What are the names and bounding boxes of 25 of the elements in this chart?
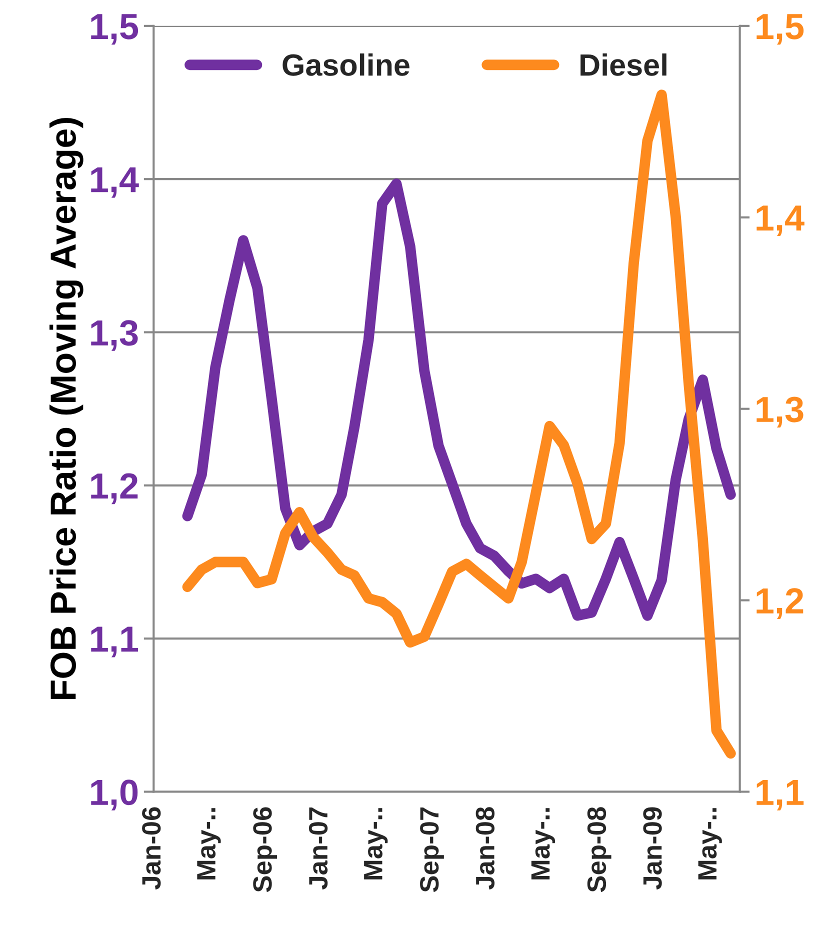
x-tick-label: May-.. xyxy=(364,808,388,880)
y-tick-label: 1,5 xyxy=(91,14,138,45)
x-tick-label: Jan-07 xyxy=(308,807,328,890)
y-tick-label: 1,3 xyxy=(91,320,138,351)
x-tick-label: May-.. xyxy=(531,808,556,880)
y-tick-label: 1,2 xyxy=(91,473,138,504)
x-tick-label: Jan-09 xyxy=(643,807,662,890)
y2-tick-label: 1,2 xyxy=(756,588,804,619)
y2-tick-label: 1,1 xyxy=(756,780,804,810)
legend-label: Diesel xyxy=(580,53,666,76)
y2-tick-label: 1,3 xyxy=(756,396,804,428)
x-tick-label: May-.. xyxy=(197,808,221,880)
y-axis-title: FOB Price Ratio (Moving Average) xyxy=(49,118,84,699)
x-tick-label: Sep-07 xyxy=(420,807,444,892)
x-tick-label: May-.. xyxy=(698,808,722,880)
y2-tick-label: 1,4 xyxy=(756,206,804,236)
y-tick-label: 1,1 xyxy=(91,626,138,658)
x-tick-label: Jan-08 xyxy=(476,807,494,890)
x-tick-label: Sep-06 xyxy=(253,807,278,892)
y-tick-label: 1,0 xyxy=(91,780,138,810)
y2-tick-label: 1,5 xyxy=(756,14,804,45)
x-tick-label: Jan-06 xyxy=(142,807,161,890)
legend-label: Gasoline xyxy=(282,53,410,76)
x-tick-label: Sep-08 xyxy=(587,807,612,892)
y-tick-label: 1,4 xyxy=(91,167,139,198)
